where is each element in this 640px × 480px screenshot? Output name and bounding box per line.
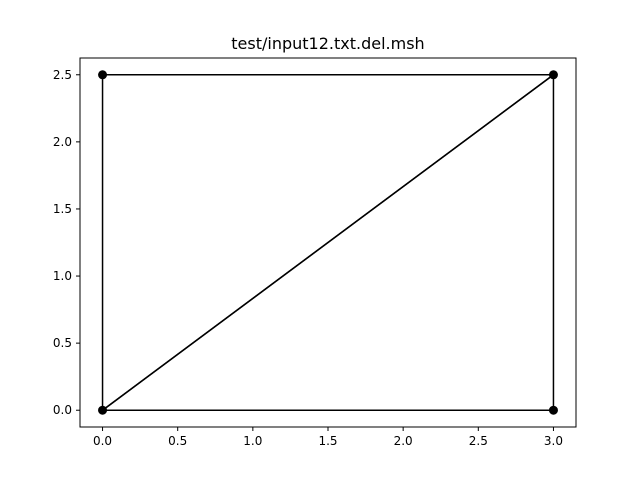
y-tick-label: 1.0 <box>53 269 72 283</box>
x-tick-label: 1.0 <box>243 434 262 448</box>
y-tick-label: 0.5 <box>53 336 72 350</box>
x-axis-ticks: 0.0 0.5 1.0 1.5 2.0 2.5 3.0 <box>93 427 563 448</box>
mesh-node <box>98 70 108 80</box>
x-tick-label: 2.5 <box>469 434 488 448</box>
mesh-edges <box>101 74 555 411</box>
y-tick-label: 0.0 <box>53 403 72 417</box>
x-tick-label: 0.5 <box>168 434 187 448</box>
chart-title: test/input12.txt.del.msh <box>231 34 424 53</box>
x-tick-label: 2.0 <box>394 434 413 448</box>
x-tick-label: 3.0 <box>544 434 563 448</box>
x-tick-label: 1.5 <box>318 434 337 448</box>
y-tick-label: 1.5 <box>53 202 72 216</box>
y-tick-label: 2.5 <box>53 68 72 82</box>
y-tick-label: 2.0 <box>53 135 72 149</box>
mesh-edge <box>102 74 554 411</box>
y-axis-ticks: 0.0 0.5 1.0 1.5 2.0 2.5 <box>53 68 80 417</box>
mesh-nodes <box>98 70 558 415</box>
x-tick-label: 0.0 <box>93 434 112 448</box>
mesh-node <box>548 405 558 415</box>
mesh-node <box>98 405 108 415</box>
mesh-node <box>548 70 558 80</box>
plot-frame <box>79 57 577 428</box>
